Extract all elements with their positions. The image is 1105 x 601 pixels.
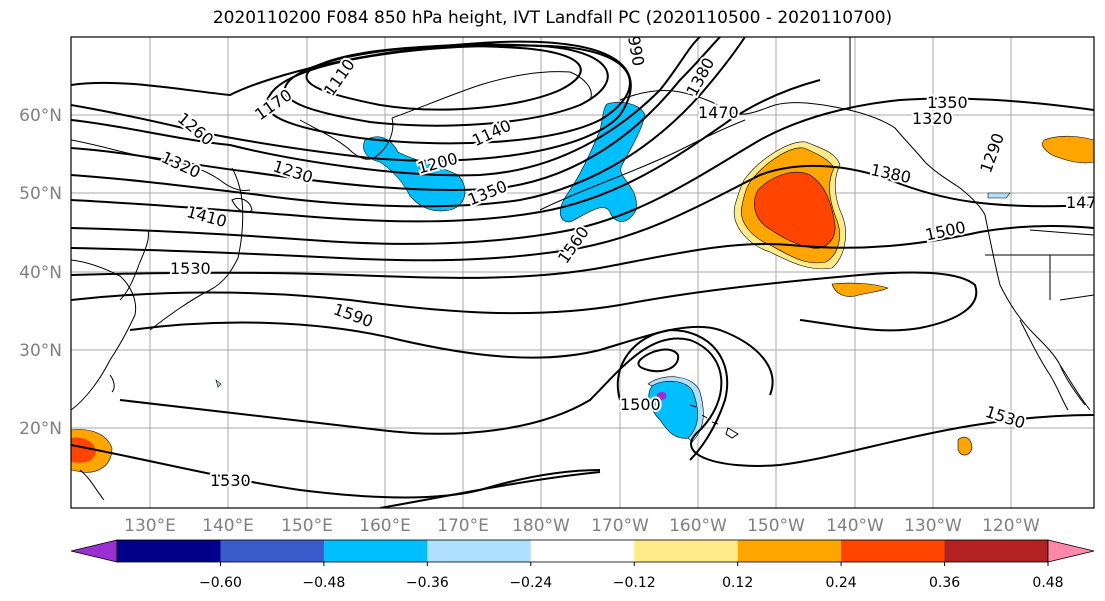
contour-label: 1320 [912, 109, 953, 128]
lon-label: 170°E [437, 516, 489, 536]
coast-kamchatka [299, 117, 394, 160]
lat-label: 60°N [19, 106, 62, 126]
colorbar-tick-label: −0.60 [199, 575, 242, 591]
orange-region-baja [957, 436, 973, 456]
red-region-philippines [71, 437, 96, 463]
lat-label: 20°N [19, 419, 62, 439]
colorbar-tick-label: −0.48 [302, 575, 345, 591]
colorbar-swatch [841, 540, 946, 562]
lat-label: 30°N [19, 341, 62, 361]
colorbar-extend-high [1047, 539, 1095, 563]
coastlines [71, 37, 1094, 501]
red-region-gulf [754, 171, 836, 249]
lat-label: 50°N [19, 184, 62, 204]
colorbar-tick-label: −0.24 [509, 575, 552, 591]
coast-us-west [984, 214, 1086, 406]
coast-bc [924, 161, 986, 216]
latitude-labels: 60°N 50°N 40°N 30°N 20°N [19, 106, 62, 439]
hawaii-islands [689, 404, 739, 439]
lon-label: 140°W [826, 516, 884, 536]
purple-spot-hawaii [656, 391, 667, 401]
lon-label: 140°E [202, 516, 254, 536]
colorbar-tick-label: 0.12 [722, 575, 753, 591]
contour-label: 1470 [698, 103, 739, 122]
lon-label: 150°E [281, 516, 333, 536]
map-frame [70, 36, 1095, 509]
contour-label: 1530 [210, 471, 251, 490]
colorbar-tick-label: 0.48 [1032, 575, 1063, 591]
lightblue-region-hawaii [647, 376, 704, 443]
coast-japan [149, 167, 244, 331]
lat-label: 40°N [19, 263, 62, 283]
colorbar-tick-label: 0.36 [929, 575, 960, 591]
lon-label: 170°W [591, 516, 649, 536]
philippines [79, 469, 105, 501]
colorbar-tick-label: 0.24 [826, 575, 857, 591]
colorbar-swatch [634, 540, 739, 562]
colorbar-extend-low [70, 539, 118, 563]
coast-alaska-south [774, 102, 926, 163]
longitude-labels: 130°E 140°E 150°E 160°E 170°E 180°W 170°… [124, 516, 1040, 536]
coast-mexico [1059, 364, 1091, 411]
lon-label: 120°W [982, 516, 1040, 536]
contour-label: 1470 [1066, 193, 1105, 212]
coast-russia-fareast [71, 139, 251, 191]
lon-label: 130°E [124, 516, 176, 536]
coast-siberia-north [391, 71, 592, 119]
colorbar: −0.60 −0.48 −0.36 −0.24 −0.12 0.12 0.24 0.36 0.4… [70, 539, 1095, 591]
colorbar-swatch [323, 540, 428, 562]
colorbar-swatch [944, 540, 1049, 562]
taiwan [109, 374, 115, 393]
lon-label: 160°E [359, 516, 411, 536]
colorbar-swatch [530, 540, 635, 562]
lon-label: 150°W [747, 516, 805, 536]
coast-aleutians [539, 119, 746, 211]
colorbar-tick-label: −0.12 [613, 575, 656, 591]
orange-region-hawaii-ne [831, 282, 889, 297]
colorbar-swatch [220, 540, 325, 562]
height-contours [71, 37, 1094, 508]
orange-region-canada [1042, 135, 1094, 164]
map-title: 2020110200 F084 850 hPa height, IVT Land… [212, 8, 893, 28]
coast-korea [119, 229, 149, 301]
colorbar-tick-label: −0.36 [406, 575, 449, 591]
lon-label: 180°W [512, 516, 570, 536]
coast-japan-hokkaido [231, 197, 253, 213]
lon-label: 130°W [904, 516, 962, 536]
contour-label: 1350 [927, 93, 968, 112]
lightblue-region-canada [987, 192, 1011, 199]
coast-alaska-west [619, 89, 776, 115]
contour-label: 1530 [170, 259, 211, 278]
coast-baja [1019, 319, 1069, 411]
colorbar-swatch [737, 540, 842, 562]
colorbar-swatch [117, 540, 221, 562]
lon-label: 160°W [669, 516, 727, 536]
contour-label: 1500 [620, 395, 661, 414]
colorbar-swatch [427, 540, 532, 562]
state-borders [985, 229, 1094, 301]
coast-china [71, 259, 137, 411]
lightblue-speck [215, 379, 222, 388]
